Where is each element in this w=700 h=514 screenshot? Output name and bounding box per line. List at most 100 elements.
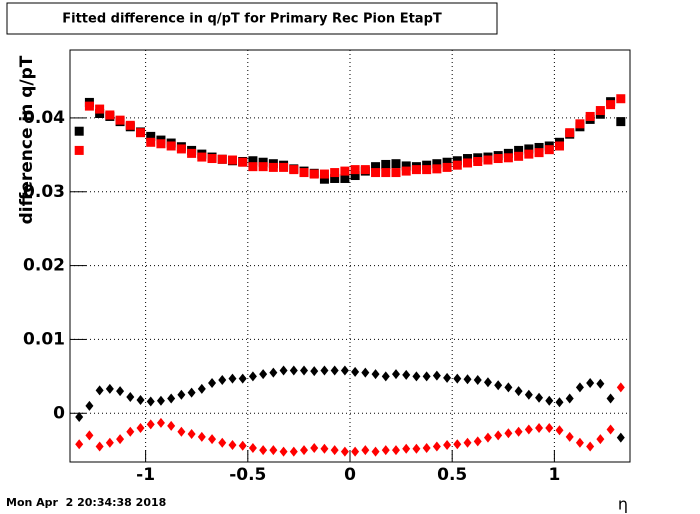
square-marker: [279, 162, 289, 172]
square-marker: [534, 148, 544, 158]
diamond-marker: [146, 396, 155, 407]
square-marker: [565, 128, 575, 138]
diamond-marker: [95, 385, 104, 396]
y-axis-label: difference in q/pT: [17, 55, 37, 224]
diamond-marker: [565, 431, 574, 442]
diamond-marker: [228, 373, 237, 384]
diamond-marker: [432, 370, 441, 381]
timestamp: Mon Apr 2 20:34:38 2018: [6, 496, 166, 509]
square-marker: [125, 120, 135, 130]
diamond-marker: [545, 395, 554, 406]
diamond-marker: [575, 382, 584, 393]
square-marker: [554, 141, 564, 151]
square-marker: [442, 157, 452, 167]
diamond-marker: [126, 426, 135, 437]
y-tick-label: 0.02: [23, 256, 65, 276]
diamond-marker: [483, 377, 492, 388]
diamond-marker: [453, 439, 462, 450]
diamond-marker: [381, 445, 390, 456]
x-tick-label: 0: [344, 465, 356, 485]
square-marker: [340, 173, 350, 183]
diamond-marker: [555, 397, 564, 408]
square-marker: [248, 156, 258, 166]
diamond-marker: [443, 440, 452, 451]
diamond-marker: [514, 386, 523, 397]
diamond-marker: [402, 443, 411, 454]
square-marker: [330, 173, 340, 183]
square-marker: [514, 151, 524, 161]
diamond-marker: [208, 377, 217, 388]
diamond-marker: [555, 425, 564, 436]
diamond-marker: [504, 428, 513, 439]
diamond-marker: [238, 440, 247, 451]
square-marker: [422, 165, 432, 175]
diamond-marker: [371, 369, 380, 380]
diamond-marker: [535, 392, 544, 403]
y-tick-label: 0: [53, 403, 65, 423]
diamond-marker: [300, 365, 309, 376]
square-marker: [95, 104, 105, 114]
square-marker: [616, 117, 626, 127]
diamond-marker: [371, 446, 380, 457]
diamond-marker: [340, 446, 349, 457]
diamond-marker: [197, 383, 206, 394]
x-tick-label: 1: [548, 465, 560, 485]
diamond-marker: [586, 441, 595, 452]
square-marker: [411, 165, 421, 175]
square-marker: [319, 169, 329, 179]
diamond-marker: [269, 445, 278, 456]
diamond-marker: [259, 369, 268, 380]
diamond-marker: [422, 371, 431, 382]
square-marker: [616, 94, 626, 104]
square-marker: [238, 157, 248, 167]
diamond-marker: [596, 378, 605, 389]
diamond-marker: [116, 386, 125, 397]
square-marker: [371, 168, 381, 178]
diamond-marker: [279, 446, 288, 457]
diamond-marker: [483, 432, 492, 443]
diamond-marker: [443, 372, 452, 383]
diamond-marker: [320, 365, 329, 376]
square-marker: [544, 145, 554, 155]
diamond-marker: [187, 428, 196, 439]
diamond-marker: [473, 375, 482, 386]
square-marker: [268, 162, 278, 172]
diamond-marker: [310, 442, 319, 453]
square-marker: [575, 119, 585, 129]
square-marker: [585, 111, 595, 121]
diamond-marker: [391, 369, 400, 380]
diamond-marker: [361, 445, 370, 456]
square-marker: [227, 155, 237, 165]
diamond-marker: [381, 371, 390, 382]
diamond-marker: [616, 432, 625, 443]
square-marker: [360, 165, 370, 175]
y-tick-label: 0.04: [23, 108, 65, 128]
diamond-marker: [616, 382, 625, 393]
diamond-marker: [453, 373, 462, 384]
square-marker: [197, 152, 207, 162]
diamond-marker: [116, 434, 125, 445]
square-marker: [432, 164, 442, 174]
diamond-marker: [177, 389, 186, 400]
diamond-marker: [320, 443, 329, 454]
diamond-marker: [463, 437, 472, 448]
diamond-marker: [330, 445, 339, 456]
diamond-marker: [279, 365, 288, 376]
title-box: [6, 2, 498, 35]
square-marker: [176, 144, 186, 154]
x-axis-label: η: [618, 495, 628, 514]
square-marker: [115, 115, 125, 125]
chart-title: Fitted difference in q/pT for Primary Re…: [62, 12, 442, 27]
square-marker: [258, 162, 268, 172]
diamond-marker: [432, 441, 441, 452]
square-marker: [442, 162, 452, 172]
diamond-marker: [177, 426, 186, 437]
diamond-marker: [565, 393, 574, 404]
square-marker: [319, 174, 329, 184]
diamond-marker: [535, 423, 544, 434]
diamond-marker: [197, 431, 206, 442]
diamond-marker: [218, 375, 227, 386]
square-marker: [524, 144, 534, 154]
square-marker: [503, 153, 513, 163]
y-tick-label: 0.03: [23, 182, 65, 202]
